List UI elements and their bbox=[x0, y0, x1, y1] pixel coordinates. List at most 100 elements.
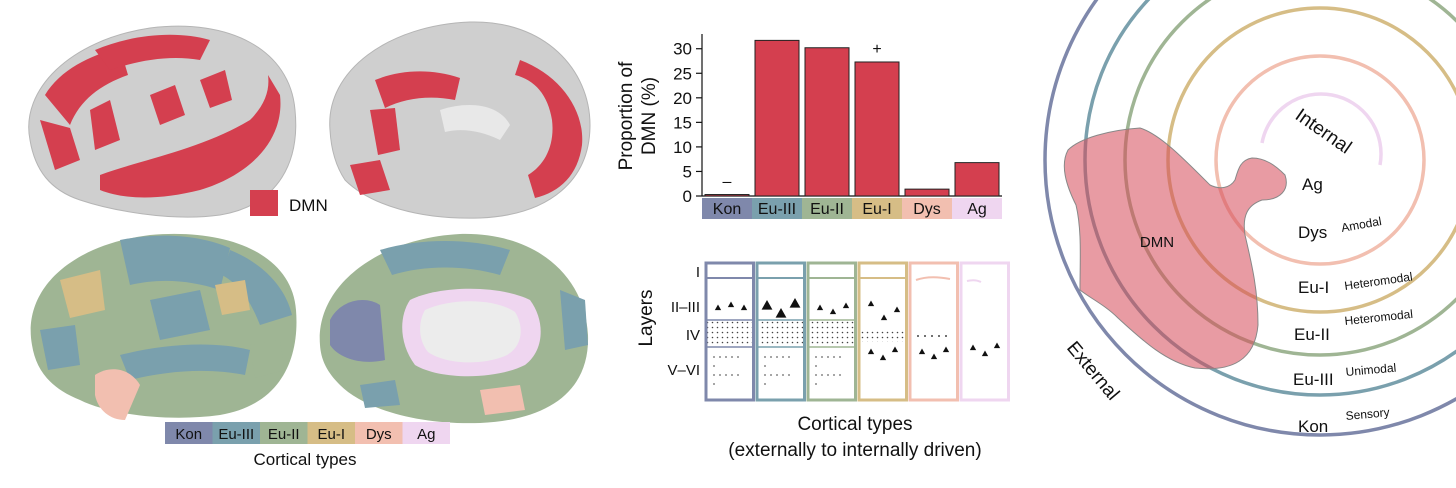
pyramidal-neuron bbox=[740, 304, 748, 311]
category-swatch-dys bbox=[902, 198, 952, 219]
dmn-region-label: DMN bbox=[1140, 234, 1174, 251]
category-swatch-ag bbox=[952, 198, 1002, 219]
layer-iv-granule bbox=[938, 335, 940, 337]
ring-type-label-euiii: Eu-III bbox=[1293, 370, 1334, 389]
brain-lateral-dmn bbox=[28, 25, 297, 218]
layer-column-frame bbox=[908, 261, 959, 402]
deep-layer-cell bbox=[833, 356, 835, 358]
pyramidal-neuron bbox=[867, 300, 875, 307]
pyramidal-neuron bbox=[981, 350, 989, 357]
deep-layer-cell bbox=[839, 374, 841, 376]
pyramidal-neuron bbox=[969, 344, 977, 351]
dmn-region bbox=[1063, 127, 1287, 370]
layer-iv-granular bbox=[707, 320, 752, 347]
ring-desc-label-euii: Heteromodal bbox=[1344, 307, 1414, 328]
layer-i-boundary bbox=[915, 276, 951, 281]
deep-layer-cell bbox=[737, 374, 739, 376]
ring-desc-label-kon: Sensory bbox=[1345, 405, 1390, 423]
y-tick-label: 30 bbox=[673, 40, 692, 59]
pyramidal-neuron bbox=[918, 348, 926, 355]
types-legend-swatch-euii bbox=[260, 422, 308, 444]
y-tick-label: 5 bbox=[683, 162, 692, 181]
types-legend-swatch-ag bbox=[402, 422, 450, 444]
types-legend-label-kon: Kon bbox=[175, 426, 202, 443]
category-label-euii: Eu-II bbox=[810, 201, 844, 218]
deep-layer-cell bbox=[788, 374, 790, 376]
deep-layer-cell bbox=[719, 374, 721, 376]
layer-label-v-vi: V–VI bbox=[667, 362, 700, 379]
category-label-euiii: Eu-III bbox=[758, 201, 796, 218]
brain-medial-dmn bbox=[329, 21, 591, 219]
pyramidal-neuron bbox=[867, 348, 875, 355]
deep-layer-cell bbox=[782, 356, 784, 358]
pyramidal-neuron bbox=[880, 314, 888, 321]
y-tick-label: 25 bbox=[673, 64, 692, 83]
layer-iv-granule bbox=[917, 335, 919, 337]
types-legend-swatch-euiii bbox=[212, 422, 260, 444]
pyramidal-neuron bbox=[993, 342, 1001, 349]
category-swatch-eui bbox=[852, 198, 902, 219]
layer-iv-granular bbox=[758, 320, 803, 347]
deep-layer-cell bbox=[725, 374, 727, 376]
ring-kon bbox=[1043, 0, 1456, 437]
ring-desc-label-dys: Amodal bbox=[1340, 214, 1383, 235]
brain-panel: DMN Kon Eu-III Eu-II Eu-I Dys Ag bbox=[28, 21, 591, 469]
bars bbox=[704, 39, 1000, 197]
internal-label: Internal bbox=[1291, 105, 1355, 159]
layers-schematic: I II–III IV V–VI Layers Cortical types (… bbox=[636, 261, 1010, 461]
deep-layer-cell bbox=[833, 374, 835, 376]
deep-layer-cell bbox=[770, 374, 772, 376]
layer-iv-granule bbox=[945, 335, 947, 337]
layer-label-i: I bbox=[696, 264, 700, 281]
layer-column-eu-ii bbox=[806, 261, 857, 402]
layer-i-boundary bbox=[966, 279, 982, 283]
pyramidal-neuron bbox=[891, 346, 899, 353]
layer-column-eu-iii bbox=[755, 261, 806, 402]
bar-kon bbox=[704, 194, 750, 197]
types-caption: Cortical types bbox=[254, 450, 357, 469]
deep-layer-cell bbox=[776, 356, 778, 358]
layer-column-ag bbox=[959, 261, 1010, 402]
bar-eui bbox=[854, 61, 900, 197]
deep-layer-cell bbox=[764, 383, 766, 385]
bar-annotations: –+ bbox=[723, 41, 882, 191]
deep-layer-cell bbox=[719, 356, 721, 358]
pyramidal-neuron bbox=[893, 306, 901, 313]
brain-medial-types bbox=[319, 233, 589, 424]
layers-axis-label: Layers bbox=[636, 289, 657, 346]
category-label-kon: Kon bbox=[713, 201, 741, 218]
layer-column-eu-i bbox=[857, 261, 908, 402]
ring-type-label-kon: Kon bbox=[1298, 417, 1328, 436]
category-label-dys: Dys bbox=[913, 201, 941, 218]
ring-type-label-ag: Ag bbox=[1302, 175, 1323, 194]
y-ticks: 0 5 10 15 20 25 30 bbox=[673, 40, 702, 206]
pyramidal-neuron bbox=[789, 298, 801, 308]
y-axis-label-line1: Proportion of bbox=[616, 61, 637, 171]
y-tick-label: 10 bbox=[673, 138, 692, 157]
ring-labels: Ag Dys Amodal Eu-I Heteromodal Eu-II Heteromod… bbox=[1293, 175, 1414, 436]
deep-layer-cell bbox=[827, 374, 829, 376]
layer-label-iv: IV bbox=[686, 327, 700, 344]
pyramidal-neuron bbox=[727, 301, 735, 308]
ring-type-label-euii: Eu-II bbox=[1294, 325, 1330, 344]
y-tick-label: 15 bbox=[673, 113, 692, 132]
dmn-legend-swatch bbox=[250, 190, 278, 216]
deep-layer-cell bbox=[770, 356, 772, 358]
category-swatch-euii bbox=[802, 198, 852, 219]
types-legend-swatch-dys bbox=[355, 422, 403, 444]
category-label-eui: Eu-I bbox=[862, 201, 891, 218]
ring-desc-label-euiii: Unimodal bbox=[1345, 361, 1397, 379]
layer-iv-granular bbox=[809, 320, 854, 347]
pyramidal-neuron bbox=[879, 354, 887, 361]
deep-layer-cell bbox=[815, 383, 817, 385]
y-tick-label: 0 bbox=[683, 187, 692, 206]
pyramidal-neuron bbox=[829, 308, 837, 315]
y-axis-label-line2: DMN (%) bbox=[639, 77, 660, 155]
ring-dys bbox=[1214, 54, 1426, 266]
pyramidal-neuron bbox=[930, 353, 938, 360]
deep-layer-cell bbox=[764, 356, 766, 358]
bar-dys bbox=[904, 188, 950, 197]
deep-layer-cell bbox=[815, 356, 817, 358]
